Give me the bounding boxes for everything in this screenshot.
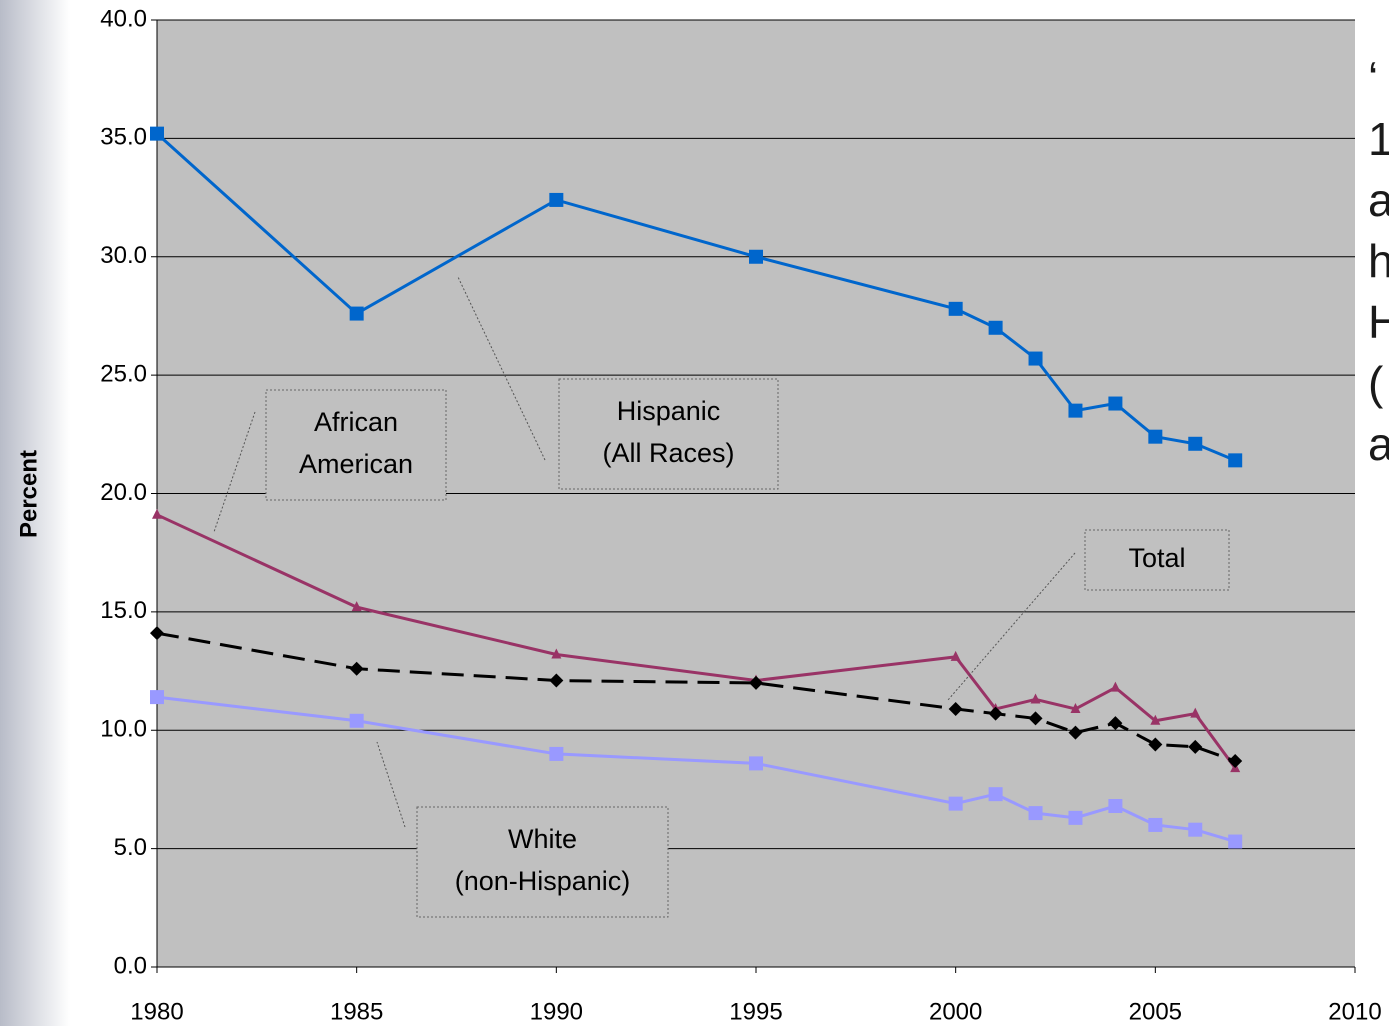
marker [1110, 681, 1121, 692]
marker [150, 126, 164, 141]
marker [1148, 817, 1163, 832]
marker [749, 756, 763, 771]
legend-label: White [508, 824, 577, 854]
x-tick-label: 1985 [330, 998, 383, 1025]
marker [150, 626, 164, 641]
marker [1148, 737, 1163, 752]
x-tick-label: 2000 [929, 998, 982, 1025]
marker [749, 249, 763, 264]
marker [551, 648, 562, 659]
marker [1108, 799, 1123, 814]
legend-label: African [314, 407, 398, 437]
marker [749, 675, 763, 690]
leader-line [376, 741, 406, 828]
leader-line [947, 552, 1076, 701]
x-tick-label: 1990 [530, 998, 583, 1025]
legend-label: American [299, 449, 413, 479]
marker [1070, 702, 1081, 713]
marker [1228, 834, 1243, 849]
marker [1188, 739, 1203, 754]
series-line [156, 513, 1237, 770]
marker [1228, 453, 1243, 468]
side-text: ( [1368, 357, 1384, 409]
marker [948, 301, 963, 316]
marker [150, 690, 164, 705]
y-tick-label: 5.0 [114, 834, 147, 861]
y-axis-label: Percent [15, 450, 42, 538]
y-tick-label: 10.0 [100, 716, 147, 743]
marker [988, 787, 1003, 802]
marker [549, 192, 564, 207]
marker [1188, 822, 1203, 837]
side-text: h [1368, 235, 1389, 287]
marker [1188, 436, 1203, 451]
legend-box [558, 378, 779, 490]
background-edge [0, 0, 70, 1026]
marker [948, 796, 963, 811]
marker [1150, 714, 1161, 725]
marker [1108, 396, 1123, 411]
marker [988, 706, 1003, 721]
marker [1028, 351, 1043, 366]
marker [549, 673, 564, 688]
marker [1028, 711, 1043, 726]
marker [1228, 754, 1243, 769]
marker [948, 701, 963, 716]
leader-line [457, 276, 546, 461]
x-tick-label: 2010 [1328, 998, 1381, 1025]
marker [1068, 403, 1083, 418]
marker [1068, 810, 1083, 825]
y-tick-label: 20.0 [100, 479, 147, 506]
marker [950, 650, 961, 661]
marker [1190, 707, 1201, 718]
marker [1148, 429, 1163, 444]
marker [349, 661, 364, 676]
marker [549, 746, 564, 761]
legend-box [416, 806, 669, 918]
y-tick-label: 40.0 [100, 5, 147, 32]
legend-label: Total [1128, 543, 1185, 573]
legend-label: Hispanic [617, 396, 721, 426]
y-tick-label: 30.0 [100, 242, 147, 269]
side-text: a [1368, 418, 1389, 470]
marker [1030, 693, 1041, 704]
marker [349, 713, 364, 728]
y-tick-label: 15.0 [100, 597, 147, 624]
legend-box [1084, 529, 1230, 591]
y-tick-label: 35.0 [100, 124, 147, 151]
marker [349, 306, 364, 321]
marker [351, 601, 362, 612]
marker [152, 508, 162, 519]
marker [1028, 806, 1043, 821]
side-text: H [1368, 296, 1389, 348]
legend-label: (non-Hispanic) [455, 866, 631, 896]
y-tick-label: 25.0 [100, 360, 147, 387]
marker [988, 320, 1003, 335]
x-tick-label: 1995 [729, 998, 782, 1025]
side-text: a [1368, 174, 1389, 226]
series-line [156, 631, 1236, 763]
side-text: ‘ [1368, 52, 1378, 104]
side-text: 1 [1368, 113, 1389, 165]
marker [1108, 716, 1123, 731]
y-tick-label: 0.0 [114, 952, 147, 979]
legend-label: (All Races) [602, 438, 734, 468]
leader-line [213, 411, 256, 533]
legend-box [265, 389, 447, 501]
marker [1068, 725, 1083, 740]
x-tick-label: 1980 [130, 998, 183, 1025]
x-tick-label: 2005 [1129, 998, 1182, 1025]
